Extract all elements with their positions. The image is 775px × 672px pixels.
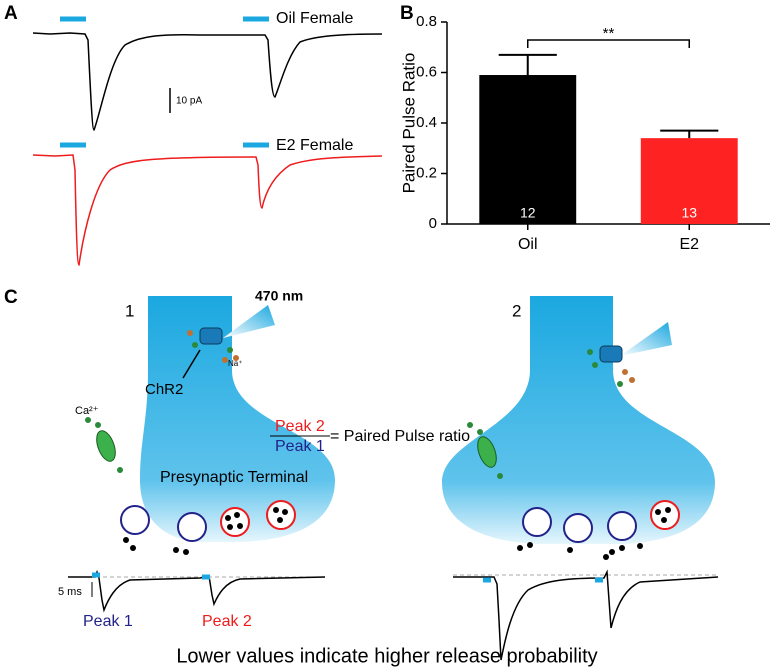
channel — [199, 327, 223, 345]
significance-bracket — [527, 39, 690, 48]
terminal-label: Presynaptic Terminal — [160, 469, 308, 486]
ratio-denominator: Peak 1 — [275, 438, 325, 455]
x-tick-label: E2 — [679, 236, 699, 253]
trace — [32, 32, 383, 131]
peak-label: Peak 2 — [202, 613, 252, 630]
scale-label: 10 pA — [176, 96, 202, 107]
bar — [640, 138, 738, 224]
y-axis-label: Paired Pulse Ratio — [399, 53, 418, 194]
y-tick-label: 0 — [429, 215, 437, 232]
calcium-channel — [96, 430, 116, 462]
n-label: 13 — [681, 205, 697, 221]
trace — [32, 154, 383, 266]
trace-label: E2 Female — [276, 137, 353, 154]
bar — [479, 75, 577, 225]
scale-label: 5 ms — [58, 586, 82, 598]
y-tick-label: 0.6 — [416, 63, 437, 80]
bar-chart: 0 0.2 0.4 0.6 0.8 Oil 12 E2 13 ** — [416, 13, 770, 253]
significance: ** — [603, 25, 615, 42]
neuron — [140, 296, 335, 542]
y-tick-label: 0.2 — [416, 164, 437, 181]
x-tick-label: Oil — [518, 236, 538, 253]
neuron — [442, 296, 715, 544]
calcium-channel — [477, 436, 497, 468]
ion-label: Na⁺ — [228, 359, 242, 368]
arrow — [182, 349, 201, 379]
y-tick-label: 0.4 — [416, 114, 437, 131]
trace-label: Oil Female — [276, 10, 353, 27]
light-beam — [223, 305, 275, 338]
panel-label: B — [400, 3, 414, 24]
light-beam — [620, 322, 672, 356]
panel-label: C — [4, 287, 18, 308]
caption: Lower values indicate higher release pro… — [176, 645, 597, 667]
ions — [85, 330, 635, 479]
peak-label: Peak 1 — [83, 613, 133, 630]
y-tick-label: 0.8 — [416, 13, 437, 30]
trace — [453, 569, 719, 661]
trace — [68, 569, 326, 613]
light-label: 470 nm — [255, 288, 303, 304]
channel — [599, 345, 623, 363]
n-label: 12 — [520, 205, 536, 221]
ratio-definition: = Paired Pulse ratio — [330, 428, 470, 445]
ion-label: Ca²⁺ — [75, 405, 99, 417]
transmitter — [123, 507, 671, 560]
ratio-numerator: Peak 2 — [275, 418, 325, 435]
step-label: 1 — [125, 301, 134, 320]
channel-label: ChR2 — [145, 381, 183, 398]
panel-label: A — [4, 3, 18, 24]
step-label: 2 — [512, 301, 521, 320]
